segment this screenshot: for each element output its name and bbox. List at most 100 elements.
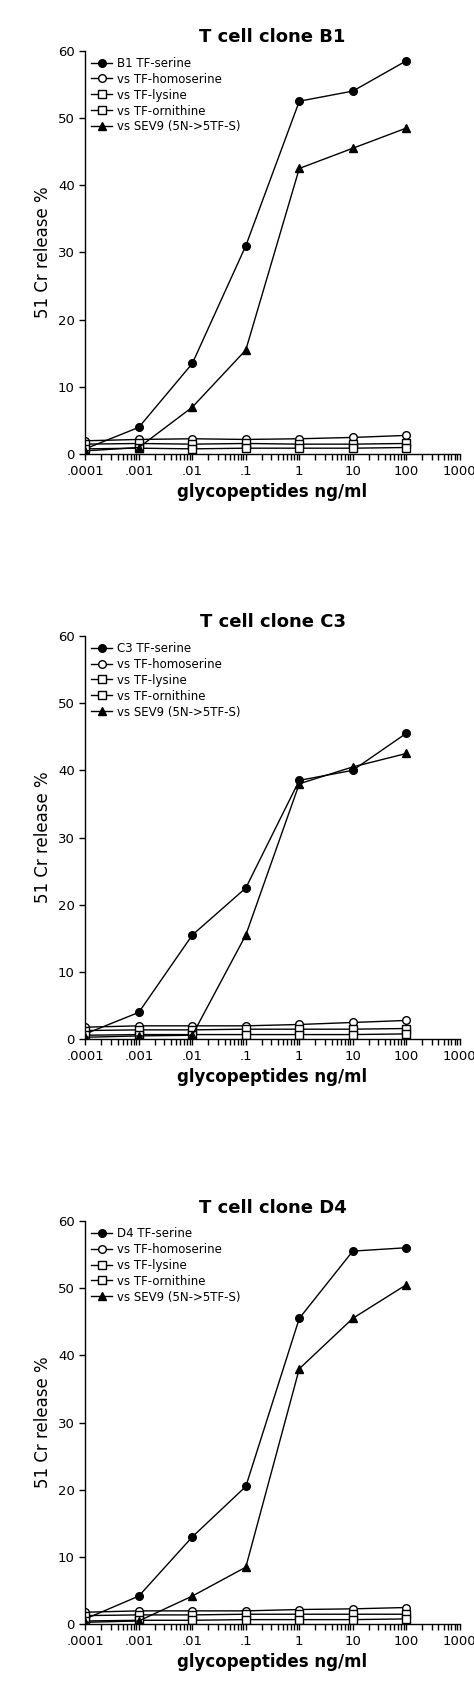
vs TF-ornithine (82, 1611, 88, 1631)
vs TF-homoserine (190, 1015, 195, 1036)
vs TF-ornithine (296, 1024, 302, 1044)
Line: vs SEV9 (5N->5TF-S): vs SEV9 (5N->5TF-S) (82, 124, 410, 455)
vs TF-ornithine (136, 438, 142, 459)
vs TF-lysine (350, 1019, 356, 1039)
B1 TF-serine (350, 81, 356, 102)
Title: T cell clone B1: T cell clone B1 (200, 29, 346, 46)
vs TF-ornithine (243, 438, 249, 459)
vs TF-lysine (243, 433, 249, 453)
vs TF-ornithine (243, 1609, 249, 1629)
vs SEV9 (5N->5TF-S) (350, 1308, 356, 1328)
vs TF-homoserine (243, 1601, 249, 1621)
vs SEV9 (5N->5TF-S) (350, 139, 356, 159)
Y-axis label: 51 Cr release %: 51 Cr release % (35, 1357, 53, 1489)
vs SEV9 (5N->5TF-S) (82, 1612, 88, 1633)
B1 TF-serine (190, 354, 195, 374)
Line: D4 TF-serine: D4 TF-serine (82, 1244, 410, 1623)
Y-axis label: 51 Cr release %: 51 Cr release % (35, 772, 53, 904)
vs TF-lysine (190, 1604, 195, 1624)
C3 TF-serine (350, 760, 356, 780)
vs TF-ornithine (136, 1024, 142, 1044)
vs SEV9 (5N->5TF-S) (82, 1027, 88, 1047)
D4 TF-serine (296, 1308, 302, 1328)
vs SEV9 (5N->5TF-S) (296, 159, 302, 179)
vs TF-homoserine (243, 430, 249, 450)
D4 TF-serine (190, 1526, 195, 1546)
D4 TF-serine (82, 1609, 88, 1629)
vs TF-ornithine (82, 438, 88, 459)
Line: vs TF-lysine: vs TF-lysine (82, 1025, 410, 1034)
B1 TF-serine (243, 235, 249, 255)
vs SEV9 (5N->5TF-S) (190, 1025, 195, 1046)
vs TF-homoserine (82, 1602, 88, 1623)
vs SEV9 (5N->5TF-S) (243, 340, 249, 360)
D4 TF-serine (403, 1237, 409, 1257)
vs TF-homoserine (296, 1014, 302, 1034)
vs TF-ornithine (190, 1611, 195, 1631)
vs TF-homoserine (190, 1601, 195, 1621)
X-axis label: glycopeptides ng/ml: glycopeptides ng/ml (177, 1068, 368, 1086)
vs TF-lysine (136, 433, 142, 453)
vs TF-ornithine (190, 1024, 195, 1044)
vs TF-homoserine (136, 1601, 142, 1621)
Line: vs TF-lysine: vs TF-lysine (82, 440, 410, 448)
Line: C3 TF-serine: C3 TF-serine (82, 729, 410, 1037)
B1 TF-serine (403, 51, 409, 71)
vs TF-homoserine (243, 1015, 249, 1036)
B1 TF-serine (82, 438, 88, 459)
vs TF-ornithine (350, 1609, 356, 1629)
vs TF-ornithine (296, 438, 302, 459)
C3 TF-serine (136, 1002, 142, 1022)
vs TF-lysine (190, 435, 195, 455)
C3 TF-serine (403, 722, 409, 743)
vs SEV9 (5N->5TF-S) (296, 1359, 302, 1379)
vs TF-homoserine (136, 430, 142, 450)
Title: T cell clone D4: T cell clone D4 (199, 1198, 346, 1217)
vs TF-lysine (190, 1020, 195, 1041)
D4 TF-serine (243, 1477, 249, 1497)
vs TF-lysine (82, 1020, 88, 1041)
vs TF-ornithine (403, 1024, 409, 1044)
C3 TF-serine (296, 770, 302, 790)
Line: vs SEV9 (5N->5TF-S): vs SEV9 (5N->5TF-S) (82, 750, 410, 1041)
Title: T cell clone C3: T cell clone C3 (200, 614, 346, 631)
D4 TF-serine (350, 1240, 356, 1261)
Line: vs TF-homoserine: vs TF-homoserine (82, 1017, 410, 1030)
Legend: C3 TF-serine, vs TF-homoserine, vs TF-lysine, vs TF-ornithine, vs SEV9 (5N->5TF-: C3 TF-serine, vs TF-homoserine, vs TF-ly… (89, 640, 243, 721)
Line: vs TF-homoserine: vs TF-homoserine (82, 431, 410, 445)
vs TF-lysine (136, 1020, 142, 1041)
vs TF-ornithine (403, 1609, 409, 1629)
vs TF-lysine (136, 1604, 142, 1624)
vs TF-ornithine (190, 438, 195, 459)
B1 TF-serine (296, 91, 302, 112)
vs TF-ornithine (350, 1024, 356, 1044)
vs TF-lysine (82, 435, 88, 455)
vs TF-lysine (350, 1604, 356, 1624)
X-axis label: glycopeptides ng/ml: glycopeptides ng/ml (177, 1653, 368, 1672)
vs TF-homoserine (190, 428, 195, 448)
vs TF-lysine (296, 435, 302, 455)
C3 TF-serine (243, 878, 249, 898)
vs SEV9 (5N->5TF-S) (403, 1274, 409, 1294)
Line: vs SEV9 (5N->5TF-S): vs SEV9 (5N->5TF-S) (82, 1281, 410, 1626)
vs SEV9 (5N->5TF-S) (243, 1557, 249, 1577)
vs SEV9 (5N->5TF-S) (82, 440, 88, 460)
Line: vs TF-lysine: vs TF-lysine (82, 1611, 410, 1619)
vs TF-lysine (403, 433, 409, 453)
vs SEV9 (5N->5TF-S) (403, 118, 409, 139)
vs SEV9 (5N->5TF-S) (350, 756, 356, 777)
vs TF-lysine (82, 1606, 88, 1626)
vs TF-ornithine (82, 1025, 88, 1046)
vs SEV9 (5N->5TF-S) (136, 1611, 142, 1631)
vs TF-homoserine (350, 1012, 356, 1032)
Line: vs TF-homoserine: vs TF-homoserine (82, 1604, 410, 1616)
vs SEV9 (5N->5TF-S) (136, 1025, 142, 1046)
vs SEV9 (5N->5TF-S) (190, 1585, 195, 1606)
Legend: D4 TF-serine, vs TF-homoserine, vs TF-lysine, vs TF-ornithine, vs SEV9 (5N->5TF-: D4 TF-serine, vs TF-homoserine, vs TF-ly… (89, 1225, 243, 1306)
vs SEV9 (5N->5TF-S) (190, 398, 195, 418)
vs TF-ornithine (243, 1024, 249, 1044)
vs SEV9 (5N->5TF-S) (296, 773, 302, 794)
vs TF-homoserine (403, 425, 409, 445)
B1 TF-serine (136, 418, 142, 438)
vs TF-ornithine (296, 1609, 302, 1629)
